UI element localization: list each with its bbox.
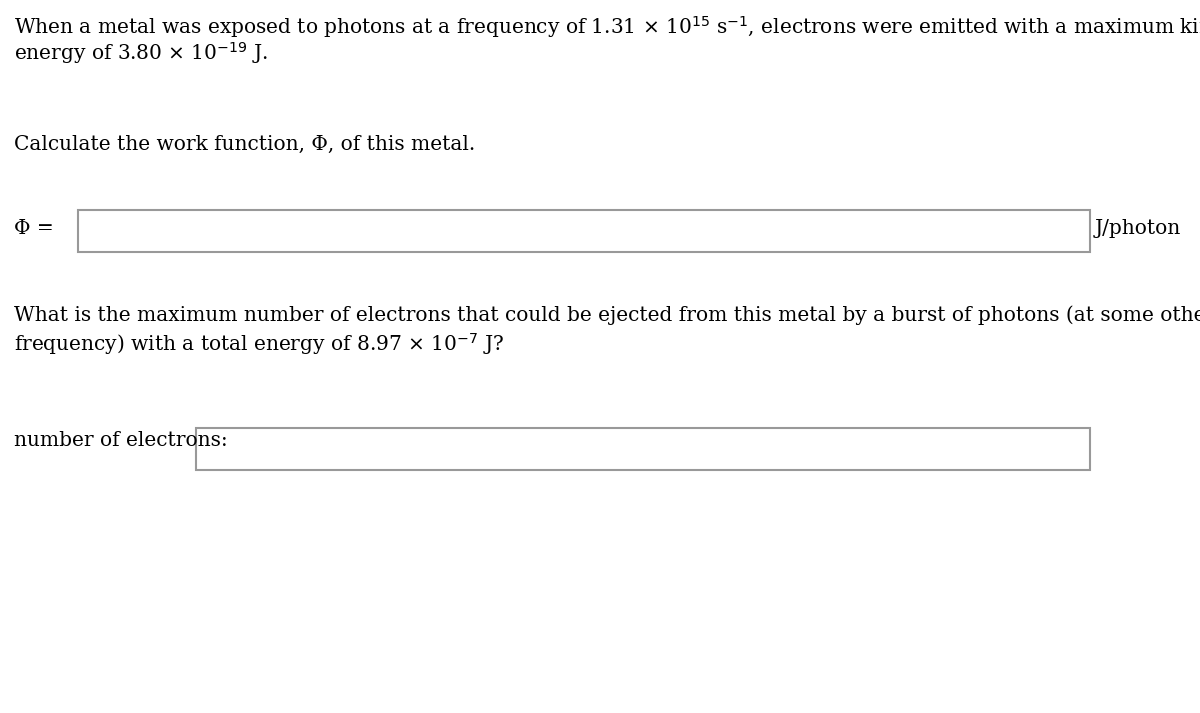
Text: Φ =: Φ = [14,218,54,237]
FancyBboxPatch shape [78,210,1090,252]
Text: number of electrons:: number of electrons: [14,431,228,451]
Text: energy of 3.80 $\times$ 10$^{-19}$ J.: energy of 3.80 $\times$ 10$^{-19}$ J. [14,40,268,66]
Text: When a metal was exposed to photons at a frequency of 1.31 $\times$ 10$^{15}$ s$: When a metal was exposed to photons at a… [14,14,1200,40]
Text: J/photon: J/photon [1096,218,1181,237]
Text: What is the maximum number of electrons that could be ejected from this metal by: What is the maximum number of electrons … [14,305,1200,324]
Text: Calculate the work function, Φ, of this metal.: Calculate the work function, Φ, of this … [14,135,475,154]
FancyBboxPatch shape [196,428,1090,470]
Text: frequency) with a total energy of 8.97 $\times$ 10$^{-7}$ J?: frequency) with a total energy of 8.97 $… [14,331,504,357]
